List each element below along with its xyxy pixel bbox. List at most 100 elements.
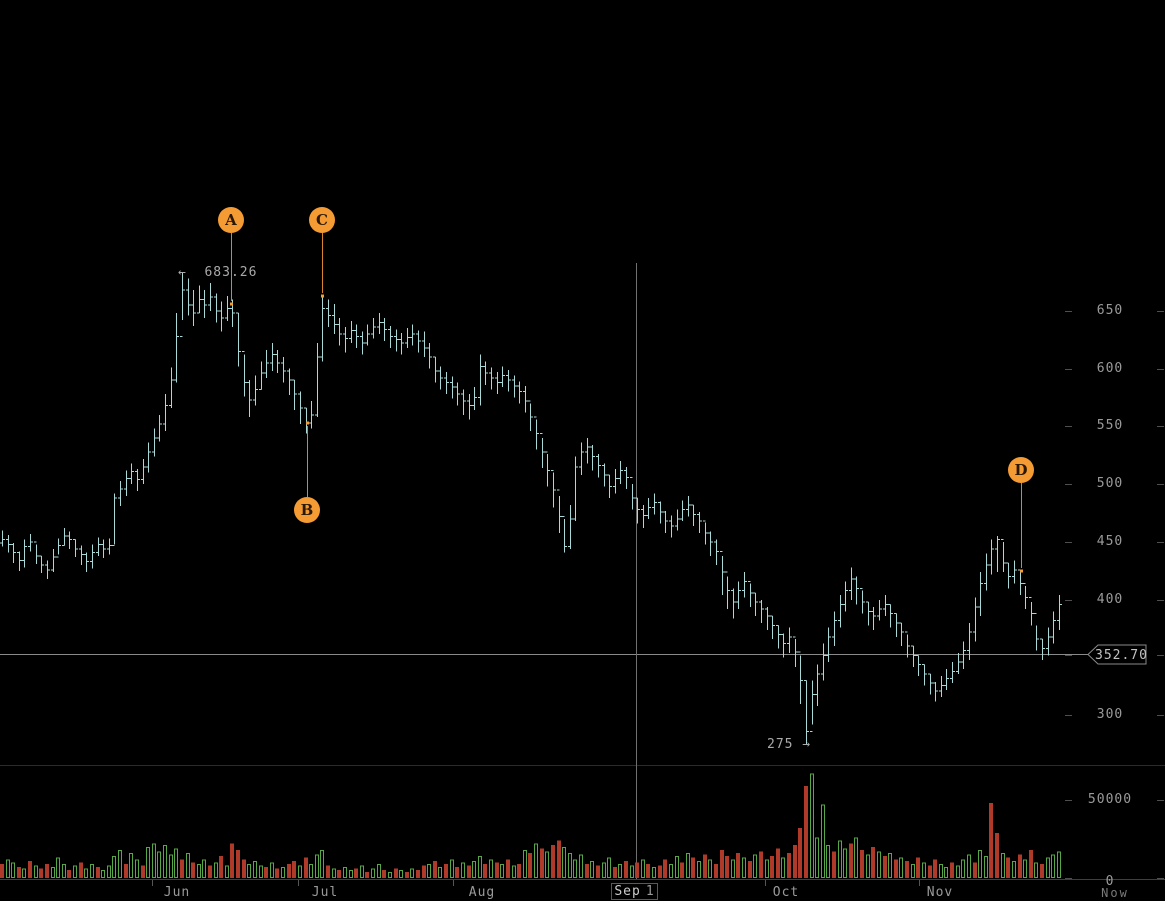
volume-bar-down	[635, 862, 639, 878]
price-axis-label: 550	[1096, 418, 1124, 434]
marker-d[interactable]: D	[1008, 457, 1034, 483]
volume-bar-up	[742, 857, 746, 878]
volume-bar-down	[236, 849, 240, 878]
crosshair-month: Sep	[614, 884, 641, 899]
volume-bar-down	[416, 870, 420, 878]
volume-bar-down	[483, 863, 487, 878]
volume-bar-up	[129, 853, 133, 878]
volume-bar-up	[22, 868, 26, 879]
month-label-jul: Jul	[311, 885, 339, 900]
volume-bar-down	[646, 863, 650, 878]
volume-bar-up	[810, 773, 814, 878]
volume-bar-down	[506, 859, 510, 878]
volume-bar-down	[208, 865, 212, 878]
volume-bar-down	[326, 865, 330, 878]
month-label-aug: Aug	[468, 885, 496, 900]
volume-bar-up	[197, 863, 201, 879]
high-price-callout: ← 683.26	[178, 265, 258, 280]
volume-bar-up	[253, 860, 257, 879]
volume-bar-up	[349, 870, 353, 879]
volume-bar-down	[663, 859, 667, 878]
volume-bar-down	[382, 870, 386, 878]
volume-bar-down	[770, 856, 774, 878]
volume-bar-up	[618, 863, 622, 879]
volume-bar-down	[180, 859, 184, 878]
volume-bar-up	[174, 848, 178, 878]
volume-bar-down	[736, 853, 740, 878]
volume-bar-up	[523, 849, 527, 878]
volume-bar-up	[410, 868, 414, 879]
volume-bar-down	[304, 857, 308, 878]
volume-bar-down	[191, 862, 195, 878]
volume-bar-down	[28, 860, 32, 878]
volume-bar-up	[34, 865, 38, 879]
volume-bar-down	[242, 859, 246, 878]
volume-bar-up	[90, 863, 94, 879]
volume-bar-up	[270, 862, 274, 879]
volume-bar-up	[73, 865, 77, 879]
volume-bar-down	[540, 848, 544, 878]
volume-bar-down	[528, 853, 532, 878]
volume-bar-down	[141, 865, 145, 878]
volume-bar-down	[849, 843, 853, 878]
volume-bar-down	[916, 857, 920, 878]
marker-b[interactable]: B	[294, 497, 320, 523]
volume-bar-down	[725, 856, 729, 878]
marker-c[interactable]: C	[309, 207, 335, 233]
volume-bar-down	[495, 862, 499, 878]
volume-bar-up	[1057, 851, 1061, 878]
volume-bar-up	[135, 859, 139, 879]
volume-bar-up	[320, 849, 324, 878]
volume-bar-up	[399, 870, 403, 879]
volume-bar-down	[1018, 854, 1022, 878]
volume-bar-up	[298, 865, 302, 879]
volume-bar-down	[832, 851, 836, 878]
volume-bar-up	[534, 843, 538, 878]
volume-bar-down	[776, 848, 780, 878]
volume-bar-up	[169, 854, 173, 878]
marker-a[interactable]: A	[218, 207, 244, 233]
volume-bar-down	[714, 863, 718, 878]
volume-bar-up	[388, 871, 392, 879]
volume-bar-down	[1029, 849, 1033, 878]
volume-bar-up	[843, 848, 847, 878]
now-label: Now	[1101, 886, 1129, 900]
volume-bar-up	[343, 867, 347, 879]
volume-bar-up	[157, 851, 161, 878]
volume-axis-label: 0	[1105, 874, 1115, 889]
volume-bar-up	[838, 840, 842, 878]
volume-bar-up	[461, 862, 465, 879]
marker-target-dot	[1020, 569, 1023, 573]
volume-bar-down	[39, 868, 43, 878]
price-axis-label: 450	[1096, 534, 1124, 550]
volume-bar-down	[759, 851, 763, 878]
volume-bar-up	[1034, 862, 1038, 879]
volume-bar-down	[860, 849, 864, 878]
volume-bar-down	[1006, 857, 1010, 878]
volume-bar-down	[748, 860, 752, 878]
volume-bar-down	[905, 860, 909, 878]
month-label-jun: Jun	[163, 885, 191, 900]
volume-bar-up	[815, 837, 819, 879]
volume-bar-up	[877, 851, 881, 878]
month-label-nov: Nov	[926, 885, 954, 900]
volume-bar-up	[478, 856, 482, 878]
volume-bar-down	[433, 860, 437, 878]
volume-bar-up	[967, 854, 971, 878]
volume-bar-up	[821, 804, 825, 878]
volume-bar-down	[422, 865, 426, 878]
volume-bar-up	[911, 863, 915, 879]
volume-bar-down	[933, 859, 937, 878]
volume-bar-up	[697, 860, 701, 879]
volume-bar-up	[259, 865, 263, 879]
volume-bar-up	[686, 853, 690, 878]
volume-bar-down	[67, 870, 71, 878]
volume-bar-up	[630, 865, 634, 879]
volume-bar-up	[152, 843, 156, 878]
volume-bar-up	[545, 851, 549, 878]
volume-bar-up	[1023, 859, 1027, 879]
crosshair-day: 1	[645, 884, 655, 899]
volume-bar-down	[950, 862, 954, 878]
